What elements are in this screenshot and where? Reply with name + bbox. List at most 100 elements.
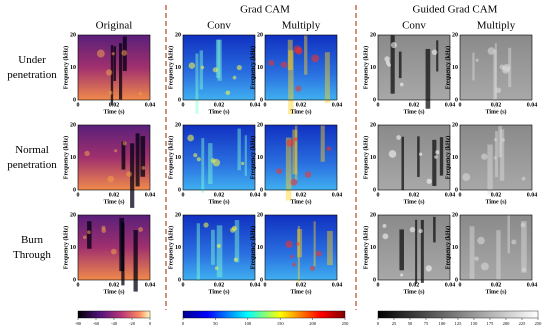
stripe bbox=[287, 39, 293, 71]
spot bbox=[107, 175, 114, 183]
stripe bbox=[133, 230, 138, 292]
stripe bbox=[285, 137, 292, 201]
y-tick-label: 20 bbox=[257, 32, 263, 38]
y-tick-label: 10 bbox=[452, 155, 458, 161]
x-axis-label: Time (s) bbox=[290, 198, 311, 205]
spectrogram bbox=[378, 215, 450, 280]
stripe bbox=[417, 136, 420, 177]
spot bbox=[289, 254, 294, 259]
panel-frame bbox=[377, 124, 451, 191]
spot bbox=[295, 85, 302, 92]
spot bbox=[276, 168, 283, 175]
colorbar bbox=[377, 310, 539, 319]
x-tick-label: 0.04 bbox=[445, 282, 456, 288]
x-axis-label: Time (s) bbox=[208, 198, 229, 205]
panel-frame bbox=[182, 214, 256, 281]
colorbar-tick-label: 50 bbox=[408, 321, 413, 326]
panel-frame bbox=[182, 124, 256, 191]
stripe bbox=[472, 52, 475, 81]
colorbar bbox=[182, 310, 346, 319]
x-tick-label: 0.02 bbox=[214, 282, 225, 288]
spot bbox=[511, 239, 517, 245]
x-tick-label: 0.04 bbox=[250, 192, 261, 198]
y-tick-label: 0 bbox=[373, 187, 376, 193]
y-tick-label: 0 bbox=[260, 187, 263, 193]
x-axis-label: Time (s) bbox=[485, 288, 506, 295]
spot bbox=[311, 54, 320, 63]
stripe bbox=[469, 226, 475, 280]
y-axis-label: Frequency (kHz) bbox=[444, 136, 451, 179]
spot bbox=[400, 273, 404, 277]
stripe bbox=[244, 135, 247, 176]
stripe bbox=[390, 35, 395, 94]
row-label: Through bbox=[13, 249, 51, 261]
colorbar-tick-label: 250 bbox=[342, 321, 350, 326]
x-tick-label: 0 bbox=[377, 102, 380, 108]
y-axis-label: Frequency (kHz) bbox=[444, 46, 451, 89]
x-tick-label: 0 bbox=[182, 102, 185, 108]
x-tick-label: 0.04 bbox=[250, 282, 261, 288]
stripe bbox=[195, 53, 199, 114]
x-tick-label: 0 bbox=[377, 282, 380, 288]
stripe bbox=[439, 137, 444, 176]
colorbar-tick-label: 175 bbox=[487, 321, 495, 326]
colorbar-tick-label: 100 bbox=[244, 321, 252, 326]
row-label: penetration bbox=[7, 69, 57, 81]
panel-frame bbox=[77, 124, 151, 191]
stripe bbox=[288, 50, 294, 115]
y-tick-label: 20 bbox=[452, 122, 458, 128]
spot bbox=[474, 256, 479, 261]
y-tick-label: 0 bbox=[455, 187, 458, 193]
spot bbox=[286, 139, 295, 147]
spot bbox=[418, 228, 423, 234]
stripe bbox=[135, 133, 140, 187]
spot bbox=[315, 250, 322, 257]
y-axis-label: Frequency (kHz) bbox=[167, 226, 174, 269]
spot bbox=[426, 178, 432, 184]
colorbar-tick-label: 25 bbox=[392, 321, 397, 326]
x-axis-label: Time (s) bbox=[403, 108, 424, 115]
colorbar-tick-label: 0 bbox=[182, 321, 185, 326]
stripe bbox=[398, 51, 402, 79]
spot bbox=[231, 225, 237, 231]
spot bbox=[111, 52, 115, 56]
stripe bbox=[87, 221, 92, 249]
spot bbox=[212, 67, 218, 73]
x-tick-label: 0.02 bbox=[296, 282, 307, 288]
y-axis-label: Frequency (kHz) bbox=[62, 46, 69, 89]
spot bbox=[196, 157, 201, 162]
y-tick-label: 20 bbox=[452, 32, 458, 38]
group-header: Guided Grad CAM bbox=[413, 4, 498, 16]
x-tick-label: 0.02 bbox=[214, 192, 225, 198]
x-tick-label: 0 bbox=[459, 192, 462, 198]
panel-frame bbox=[459, 124, 533, 191]
x-tick-label: 0 bbox=[182, 282, 185, 288]
spot bbox=[285, 240, 293, 249]
y-tick-label: 0 bbox=[73, 97, 76, 103]
stripe bbox=[495, 131, 499, 178]
x-tick-label: 0 bbox=[264, 102, 267, 108]
y-tick-label: 20 bbox=[257, 122, 263, 128]
panel-frame bbox=[77, 214, 151, 281]
x-tick-label: 0.02 bbox=[409, 192, 420, 198]
stripe bbox=[292, 129, 298, 175]
spot bbox=[495, 87, 502, 94]
colorbar-tick-label: 150 bbox=[471, 321, 479, 326]
row-label: Normal bbox=[15, 144, 49, 156]
stripe bbox=[211, 229, 215, 265]
spectrogram bbox=[183, 125, 255, 190]
y-tick-label: 0 bbox=[178, 97, 181, 103]
x-tick-label: 0.02 bbox=[296, 192, 307, 198]
spot bbox=[409, 226, 416, 233]
spot bbox=[240, 161, 245, 166]
spot bbox=[493, 138, 497, 142]
spot bbox=[141, 166, 146, 170]
y-tick-label: 10 bbox=[257, 65, 263, 71]
column-header: Multiply bbox=[282, 20, 321, 32]
stripe bbox=[121, 141, 126, 170]
stripe bbox=[215, 39, 221, 78]
spot bbox=[108, 90, 113, 95]
y-tick-label: 0 bbox=[260, 97, 263, 103]
x-tick-label: 0 bbox=[459, 282, 462, 288]
x-axis-label: Time (s) bbox=[403, 198, 424, 205]
